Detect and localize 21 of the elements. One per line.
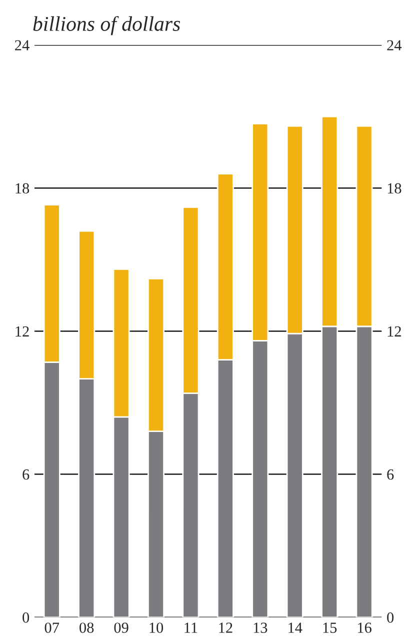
y2-tick-label: 12 <box>388 326 401 336</box>
x-tick-label: 08 <box>80 622 94 633</box>
x-tick-label: 13 <box>254 622 268 633</box>
y2-tick-label: 0 <box>387 612 394 623</box>
y2-tick-label: 18 <box>388 183 402 194</box>
y2-tick-label: 24 <box>387 40 402 50</box>
x-tick-label: 12 <box>219 622 232 633</box>
y2-tick-label: 6 <box>387 469 394 480</box>
y-tick-label: 0 <box>22 612 30 623</box>
x-tick-label: 09 <box>114 622 128 633</box>
x-tick-label: 14 <box>288 622 302 633</box>
x-tick-label: 16 <box>358 622 372 633</box>
x-tick-label: 15 <box>323 622 337 633</box>
y-tick-label: 12 <box>16 326 29 336</box>
y-tick-label: 6 <box>22 469 30 480</box>
y-tick-label: 24 <box>15 40 30 50</box>
x-tick-label: 07 <box>44 622 60 633</box>
x-tick-label: 10 <box>150 622 164 633</box>
x-tick-label: 11 <box>184 622 198 633</box>
y-tick-label: 18 <box>16 183 30 194</box>
chart-title: billions of dollars <box>33 16 180 36</box>
